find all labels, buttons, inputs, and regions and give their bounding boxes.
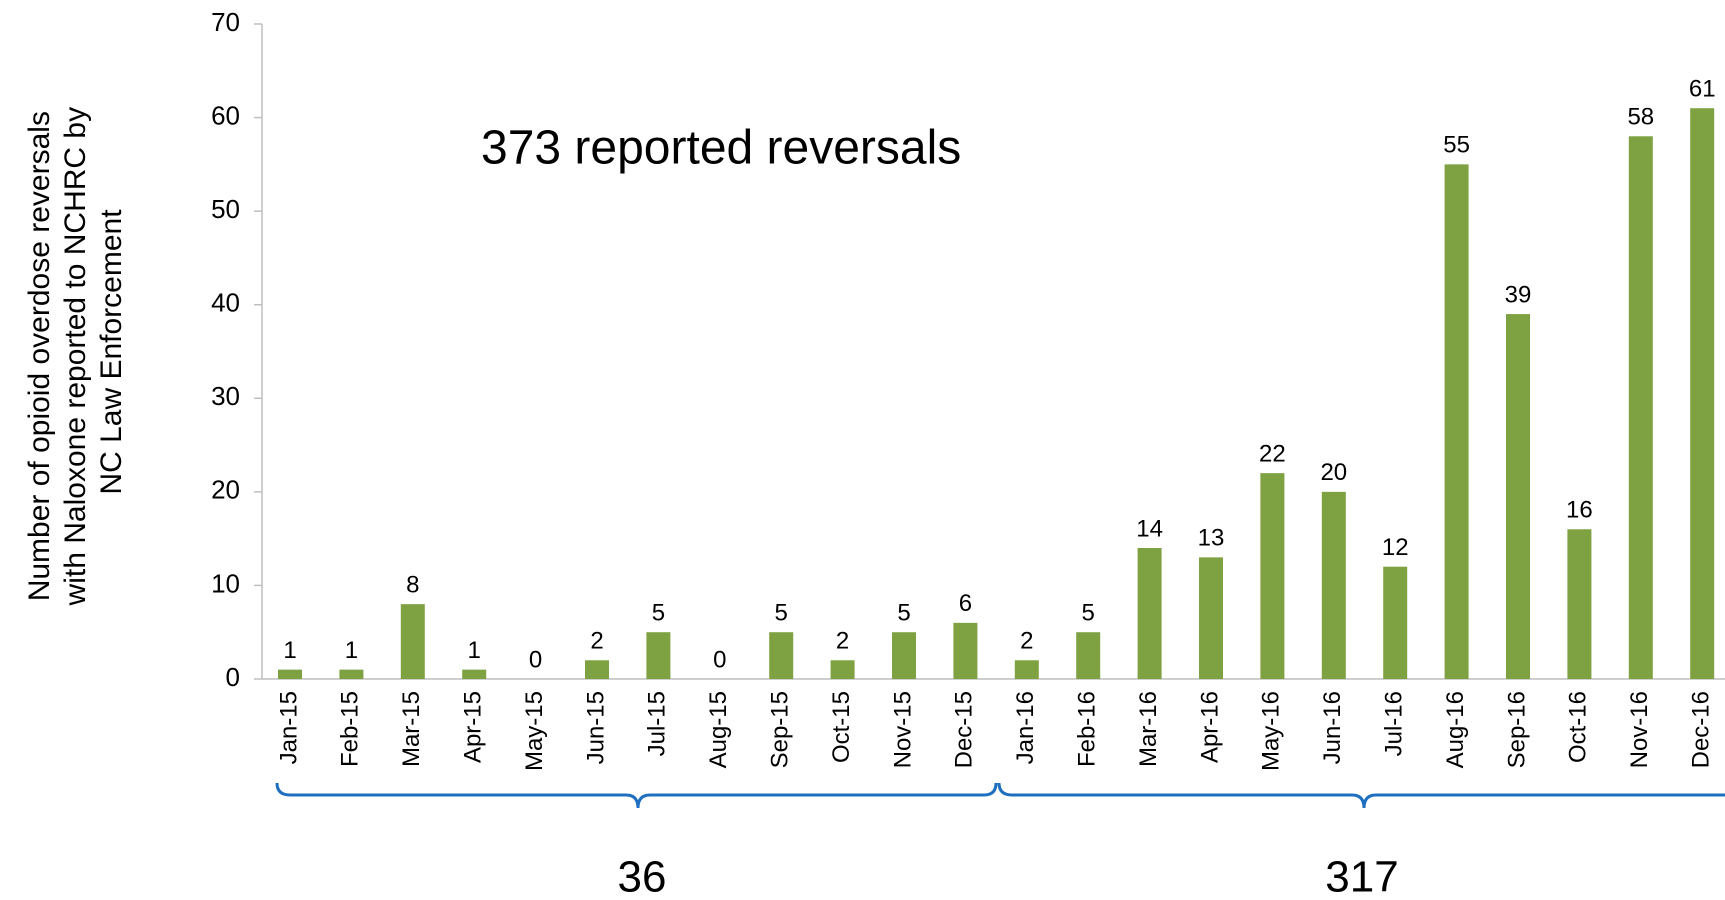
data-label: 8 xyxy=(406,571,419,598)
data-label: 14 xyxy=(1136,515,1163,542)
data-label: 0 xyxy=(529,646,542,673)
bar xyxy=(1690,108,1715,679)
bar xyxy=(1014,660,1039,679)
bar xyxy=(1383,566,1408,679)
y-axis-label-line: with Naloxone reported to NCHRC by xyxy=(59,107,92,607)
data-label: 1 xyxy=(468,637,481,664)
group-brace xyxy=(275,782,998,809)
y-tick-label: 70 xyxy=(211,7,240,37)
y-axis-label: Number of opioid overdose reversals with… xyxy=(23,99,128,607)
group-total: 317 xyxy=(1325,853,1398,900)
x-tick-label: Jul-16 xyxy=(1381,691,1408,756)
data-label: 22 xyxy=(1259,440,1286,467)
x-tick-label: Nov-16 xyxy=(1626,691,1653,768)
data-label: 0 xyxy=(713,646,726,673)
bar xyxy=(953,622,978,679)
x-tick-label: May-15 xyxy=(521,691,548,771)
x-tick-label: Sep-15 xyxy=(767,691,794,768)
bar xyxy=(769,632,794,679)
group-total: 36 xyxy=(618,853,667,900)
x-tick-label: Jan-15 xyxy=(275,691,302,764)
data-label: 2 xyxy=(1020,628,1033,655)
x-tick-label: Jan-16 xyxy=(1012,691,1039,764)
data-label: 1 xyxy=(345,637,358,664)
x-tick-label: Jul-15 xyxy=(644,691,671,756)
data-label: 12 xyxy=(1382,534,1409,561)
data-label: 5 xyxy=(775,600,788,627)
x-tick-label: Apr-16 xyxy=(1196,691,1223,763)
y-axis-label-line: Number of opioid overdose reversals xyxy=(23,111,56,601)
bar xyxy=(1444,164,1469,679)
bar xyxy=(1199,557,1223,679)
bar xyxy=(585,660,609,679)
x-tick-label: Mar-15 xyxy=(398,691,425,767)
y-tick-label: 30 xyxy=(211,381,240,411)
annotation: 373 reported reversals xyxy=(481,122,961,175)
x-tick-label: Nov-15 xyxy=(889,691,916,768)
y-axis-label-line: NC Law Enforcement xyxy=(95,209,128,495)
bar xyxy=(830,660,855,679)
x-tick-label: Sep-16 xyxy=(1503,691,1530,768)
y-tick-label: 20 xyxy=(211,475,240,505)
y-tick-label: 10 xyxy=(211,568,240,598)
bar xyxy=(1260,473,1285,679)
data-label: 16 xyxy=(1566,497,1593,524)
x-tick-label: Apr-15 xyxy=(460,691,487,763)
bar xyxy=(1076,632,1101,679)
x-tick-label: Aug-15 xyxy=(705,691,732,768)
x-tick-label: Oct-15 xyxy=(828,691,855,763)
y-tick-label: 60 xyxy=(211,100,240,130)
y-tick-label: 50 xyxy=(211,194,240,224)
data-label: 1 xyxy=(283,637,296,664)
data-label: 5 xyxy=(652,600,665,627)
bar xyxy=(1506,314,1530,679)
data-label: 6 xyxy=(959,590,972,617)
bar xyxy=(400,604,425,679)
x-tick-label: Feb-16 xyxy=(1074,691,1101,767)
x-tick-label: Oct-16 xyxy=(1565,691,1592,763)
data-label: 39 xyxy=(1505,281,1532,308)
data-label: 58 xyxy=(1627,104,1654,131)
bar xyxy=(646,632,671,679)
y-tick-label: 40 xyxy=(211,288,240,318)
x-tick-label: Aug-16 xyxy=(1442,691,1469,768)
data-label: 20 xyxy=(1320,459,1347,486)
data-label: 5 xyxy=(1082,600,1095,627)
data-label: 13 xyxy=(1198,525,1225,552)
x-tick-label: Dec-15 xyxy=(951,691,978,768)
bar xyxy=(278,669,302,679)
y-tick-label: 0 xyxy=(226,662,240,692)
data-label: 5 xyxy=(897,600,910,627)
bar xyxy=(1137,548,1162,679)
x-tick-label: Mar-16 xyxy=(1135,691,1162,767)
data-label: 55 xyxy=(1443,132,1470,159)
bar xyxy=(339,669,364,679)
group-brace xyxy=(997,782,1725,809)
x-tick-label: May-16 xyxy=(1258,691,1285,771)
data-label: 2 xyxy=(590,628,603,655)
x-tick-label: Jun-16 xyxy=(1319,691,1346,764)
x-tick-label: Dec-16 xyxy=(1688,691,1715,768)
data-label: 2 xyxy=(836,628,849,655)
x-tick-label: Jun-15 xyxy=(582,691,609,764)
bar xyxy=(1321,491,1346,679)
data-label: 61 xyxy=(1689,76,1716,103)
bar xyxy=(462,669,487,679)
bar xyxy=(1628,136,1653,680)
bar xyxy=(1567,529,1592,679)
x-tick-label: Feb-15 xyxy=(337,691,364,767)
bar xyxy=(892,632,916,679)
